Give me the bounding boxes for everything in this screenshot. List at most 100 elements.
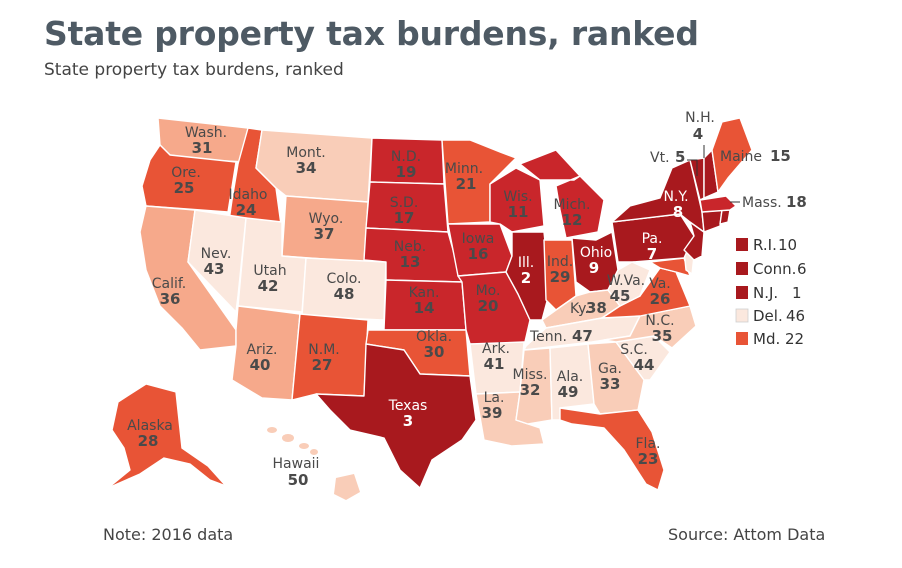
label-WV-rank: 45 (610, 287, 631, 305)
label-ID-rank: 24 (236, 201, 257, 219)
label-WA-rank: 31 (192, 139, 213, 157)
label-KS-rank: 14 (414, 299, 435, 317)
label-AR-name: Ark. (482, 341, 510, 357)
state-ME (711, 117, 753, 193)
state-CT (701, 209, 723, 233)
label-KY-rank: 38 (586, 299, 607, 317)
label-MA-rank: 18 (786, 193, 807, 211)
label-FL-rank: 23 (638, 450, 659, 468)
legend-swatch-DE (735, 308, 749, 323)
legend-name-CT: Conn. (753, 260, 796, 278)
label-OK-name: Okla. (416, 329, 452, 345)
source-credit: Source: Attom Data (668, 525, 826, 544)
legend: R.I. 10 Conn. 6 N.J. 1 Del. 46 Md. 22 (735, 236, 807, 348)
label-SD-rank: 17 (394, 209, 415, 227)
legend-rank-CT: 6 (797, 260, 807, 278)
label-MS-rank: 32 (520, 381, 541, 399)
label-NY-rank: 8 (673, 203, 683, 221)
label-AL-rank: 49 (558, 383, 579, 401)
label-ME-name: Maine (720, 149, 762, 165)
state-MI (519, 149, 605, 239)
legend-swatch-RI (736, 238, 748, 251)
label-VT-rank: 5 (675, 148, 685, 166)
label-WY-rank: 37 (314, 225, 335, 243)
label-IL-name: Ill. (518, 255, 534, 271)
state-HI (267, 427, 360, 500)
label-IA-rank: 16 (468, 245, 489, 263)
label-ND-name: N.D. (391, 149, 421, 165)
label-GA-rank: 33 (600, 375, 621, 393)
label-TN-rank: 47 (572, 327, 593, 345)
label-CO-rank: 48 (334, 285, 355, 303)
label-MS-name: Miss. (512, 367, 547, 383)
label-IA-name: Iowa (462, 231, 495, 247)
legend-name-RI: R.I. (753, 236, 777, 254)
label-AK-name: Alaska (127, 418, 173, 434)
label-OK-rank: 30 (424, 343, 445, 361)
label-MO-rank: 20 (478, 297, 499, 315)
label-MN-name: Minn. (445, 161, 483, 177)
footnote: Note: 2016 data (103, 525, 234, 544)
legend-swatch-CT (736, 262, 748, 275)
label-AZ-rank: 40 (250, 356, 271, 374)
label-AK-rank: 28 (138, 432, 159, 450)
label-MA-name: Mass. (742, 195, 782, 211)
label-HI-rank: 50 (288, 471, 309, 489)
label-ID-name: Idaho (228, 187, 267, 203)
label-MT-name: Mont. (286, 145, 325, 161)
state-WV (607, 261, 651, 307)
state-NV (187, 209, 247, 313)
label-ND-rank: 19 (396, 163, 417, 181)
label-AR-rank: 41 (484, 355, 505, 373)
map-subtitle: State property tax burdens, ranked (44, 60, 344, 80)
label-NV-name: Nev. (201, 246, 232, 262)
label-OH-rank: 9 (589, 259, 599, 277)
label-HI-name: Hawaii (273, 456, 320, 472)
label-PA-name: Pa. (642, 231, 663, 247)
label-PA-rank: 7 (647, 245, 657, 263)
label-VT-name: Vt. (650, 150, 670, 166)
label-OH-name: Ohio (580, 245, 612, 261)
label-LA-rank: 39 (482, 404, 503, 422)
label-LA-name: La. (484, 390, 505, 406)
label-TN-name: Tenn. (529, 329, 567, 345)
label-CA-rank: 36 (160, 290, 181, 308)
label-TX-rank: 3 (403, 412, 413, 430)
label-VA-name: Va. (649, 276, 671, 292)
label-ME-rank: 15 (770, 147, 791, 165)
legend-rank-DE: 46 (786, 307, 805, 325)
state-AK (107, 383, 227, 489)
label-WA-name: Wash. (185, 125, 227, 141)
label-TX-name: Texas (388, 398, 428, 414)
label-AZ-name: Ariz. (246, 342, 277, 358)
label-MO-name: Mo. (476, 283, 501, 299)
label-MN-rank: 21 (456, 175, 477, 193)
label-IN-rank: 29 (550, 268, 571, 286)
legend-rank-RI: 10 (778, 236, 797, 254)
label-NH-rank: 4 (693, 125, 703, 143)
label-WI-name: Wis. (503, 189, 532, 205)
label-FL-name: Fla. (636, 436, 661, 452)
state-WI (489, 167, 545, 233)
label-NC-rank: 35 (652, 327, 673, 345)
label-SC-rank: 44 (634, 356, 655, 374)
state-FL (559, 407, 665, 491)
label-MI-name: Mich. (554, 197, 591, 213)
label-SC-name: S.C. (620, 342, 648, 358)
leader-lines (687, 145, 740, 203)
label-OR-rank: 25 (174, 179, 195, 197)
label-AL-name: Ala. (557, 369, 584, 385)
label-NY-name: N.Y. (663, 189, 688, 205)
label-NE-name: Neb. (394, 239, 426, 255)
label-NV-rank: 43 (204, 260, 225, 278)
state-MA (699, 195, 737, 213)
label-NE-rank: 13 (400, 253, 421, 271)
label-NM-name: N.M. (308, 342, 339, 358)
label-GA-name: Ga. (598, 361, 622, 377)
label-WY-name: Wyo. (309, 211, 344, 227)
label-NC-name: N.C. (645, 313, 674, 329)
label-MT-rank: 34 (296, 159, 317, 177)
label-IN-name: Ind. (547, 254, 573, 270)
label-WV-name: W.Va. (607, 273, 645, 289)
